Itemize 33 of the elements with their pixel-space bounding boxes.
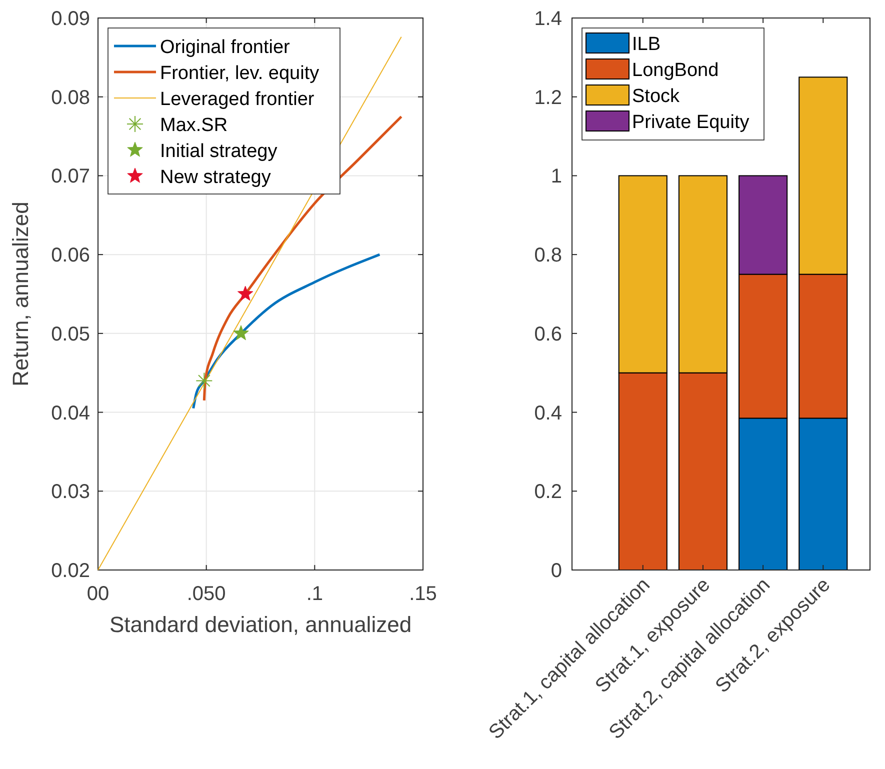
- y-axis-title: Return, annualized: [8, 202, 33, 386]
- y-tick-label: 1: [550, 166, 562, 188]
- x-tick-label: .050: [186, 583, 226, 605]
- y-tick-label: 0.06: [51, 244, 90, 267]
- legend-label: Original frontier: [160, 37, 291, 58]
- x-axis-title: Standard deviation, annualized: [109, 612, 412, 637]
- line-series: [192, 253, 381, 410]
- legend-label: Initial strategy: [160, 141, 278, 162]
- y-tick-label: 1.4: [534, 8, 562, 30]
- y-tick-label: 0.09: [51, 8, 90, 30]
- y-tick-label: 0.2: [534, 481, 562, 504]
- x-tick-label: .1: [306, 583, 324, 605]
- y-tick-label: 0.8: [534, 244, 562, 267]
- x-tick-label: .15: [409, 583, 437, 605]
- legend-label: Stock: [632, 86, 680, 107]
- y-tick-label: 0.02: [51, 560, 90, 582]
- y-tick-label: 0.08: [51, 86, 90, 109]
- y-tick-label: 0.04: [51, 402, 90, 424]
- legend-label: Private Equity: [632, 112, 750, 133]
- y-tick-label: 0.4: [534, 402, 562, 424]
- y-tick-label: 1.2: [534, 86, 562, 109]
- x-tick-label: 00: [86, 583, 110, 605]
- legend-label: ILB: [632, 34, 661, 55]
- legend-label: Max.SR: [160, 115, 228, 136]
- y-tick-label: 0: [550, 560, 562, 582]
- legend-label: LongBond: [632, 60, 719, 81]
- y-tick-label: 0.05: [51, 323, 90, 346]
- legend-label: New strategy: [160, 167, 272, 188]
- legend-label: Frontier, lev. equity: [160, 63, 320, 84]
- legend-label: Leveraged frontier: [160, 89, 315, 110]
- y-tick-label: 0.6: [534, 323, 562, 346]
- y-tick-label: 0.07: [51, 166, 90, 188]
- y-tick-label: 0.03: [51, 481, 90, 504]
